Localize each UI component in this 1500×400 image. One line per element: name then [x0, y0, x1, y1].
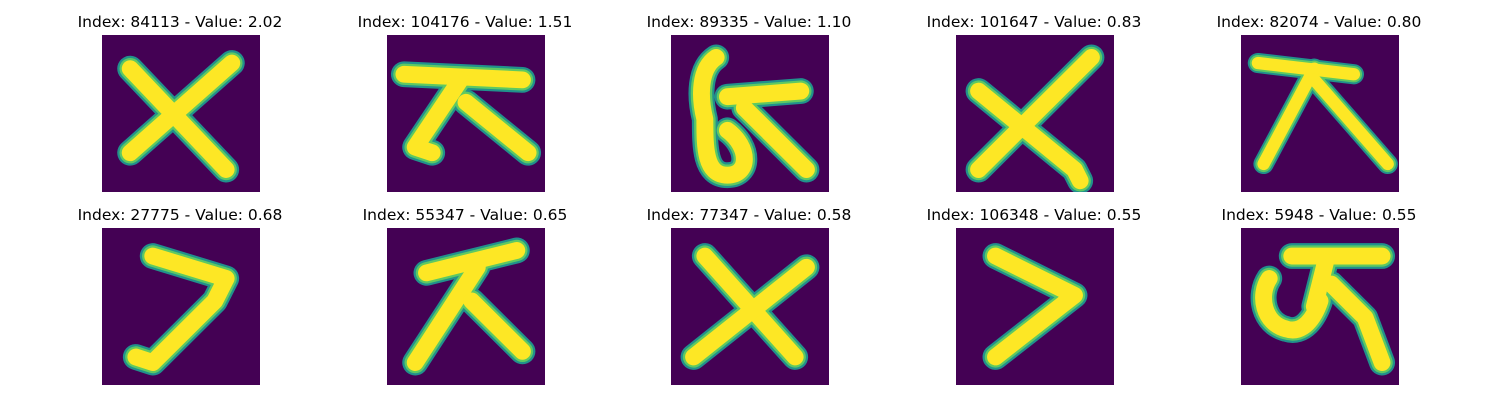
glyph-stroke-1 — [718, 82, 810, 106]
bar-wedge-glyph-image — [1241, 35, 1399, 192]
glyph-stroke-2 — [1308, 73, 1394, 171]
panel-3: Index: 89335 - Value: 1.10 — [609, 12, 889, 202]
stroke-layer-2 — [406, 242, 531, 371]
stroke-layer-2 — [987, 247, 1083, 366]
glyph-stroke-0 — [970, 49, 1100, 178]
hook-bar-glyph-image — [1241, 228, 1399, 385]
panel-1: Index: 84113 - Value: 2.02 — [40, 12, 320, 202]
panel-svg — [387, 35, 545, 192]
chevron-glyph-image — [102, 228, 260, 385]
panel-6: Index: 27775 - Value: 0.68 — [40, 205, 320, 395]
stroke-layer-2 — [685, 247, 815, 366]
panel-svg — [671, 228, 829, 385]
panel-svg — [956, 228, 1114, 385]
panel-10: Index: 5948 - Value: 0.55 — [1179, 205, 1459, 395]
panel-title: Index: 84113 - Value: 2.02 — [77, 13, 283, 31]
panel-title: Index: 89335 - Value: 1.10 — [646, 13, 852, 31]
panel-title: Index: 27775 - Value: 0.68 — [77, 206, 283, 224]
glyph-stroke-1 — [121, 54, 241, 162]
panel-4: Index: 101647 - Value: 0.83 — [894, 12, 1174, 202]
panel-title: Index: 106348 - Value: 0.55 — [926, 206, 1142, 224]
glyph-stroke-0 — [1251, 56, 1361, 81]
stroke-layer-2 — [970, 49, 1100, 190]
stroke-layer-2 — [121, 54, 241, 178]
glyph-stroke-2 — [463, 292, 531, 360]
panel-5: Index: 82074 - Value: 0.80 — [1179, 12, 1459, 202]
glyph-stroke-1 — [406, 71, 469, 162]
x-cross-glyph-image — [956, 35, 1114, 192]
panel-title: Index: 82074 - Value: 0.80 — [1216, 13, 1422, 31]
stroke-layer-2 — [395, 65, 537, 162]
panel-8: Index: 77347 - Value: 0.58 — [609, 205, 889, 395]
bar-wedge-glyph-image — [387, 35, 545, 192]
x-cross-glyph-image — [102, 35, 260, 192]
stroke-layer-2 — [1251, 56, 1394, 171]
panel-svg — [956, 35, 1114, 192]
panel-7: Index: 55347 - Value: 0.65 — [325, 205, 605, 395]
stroke-layer-2 — [693, 49, 815, 184]
glyph-stroke-0 — [987, 247, 1083, 366]
x-cross-glyph-image — [671, 228, 829, 385]
panel-2: Index: 104176 - Value: 1.51 — [325, 12, 605, 202]
panel-svg — [102, 35, 260, 192]
panel-title: Index: 104176 - Value: 1.51 — [357, 13, 573, 31]
glyph-stroke-0 — [127, 247, 235, 371]
panel-svg — [102, 228, 260, 385]
panel-title: Index: 77347 - Value: 0.58 — [646, 206, 852, 224]
panel-svg — [387, 228, 545, 385]
panel-svg — [1241, 35, 1399, 192]
stroke-layer-2 — [1255, 247, 1391, 371]
glyph-stroke-2 — [457, 93, 537, 162]
chevron-glyph-image — [956, 228, 1114, 385]
panel-svg — [671, 35, 829, 192]
panel-9: Index: 106348 - Value: 0.55 — [894, 205, 1174, 395]
panel-title: Index: 5948 - Value: 0.55 — [1221, 206, 1417, 224]
stroke-layer-2 — [127, 247, 235, 371]
glyph-stroke-1 — [970, 82, 1089, 190]
loop-bar-glyph-image — [671, 35, 829, 192]
glyph-stroke-1 — [685, 258, 815, 366]
glyph-stroke-3 — [1322, 275, 1391, 371]
glyph-stroke-2 — [1255, 270, 1329, 339]
panel-svg — [1241, 228, 1399, 385]
glyph-stroke-0 — [693, 49, 753, 184]
bar-wedge-glyph-image — [387, 228, 545, 385]
panel-title: Index: 101647 - Value: 0.83 — [926, 13, 1142, 31]
glyph-stroke-1 — [1257, 62, 1321, 171]
glyph-stroke-2 — [735, 99, 815, 178]
glyph-stroke-1 — [406, 258, 486, 371]
panel-title: Index: 55347 - Value: 0.65 — [362, 206, 568, 224]
